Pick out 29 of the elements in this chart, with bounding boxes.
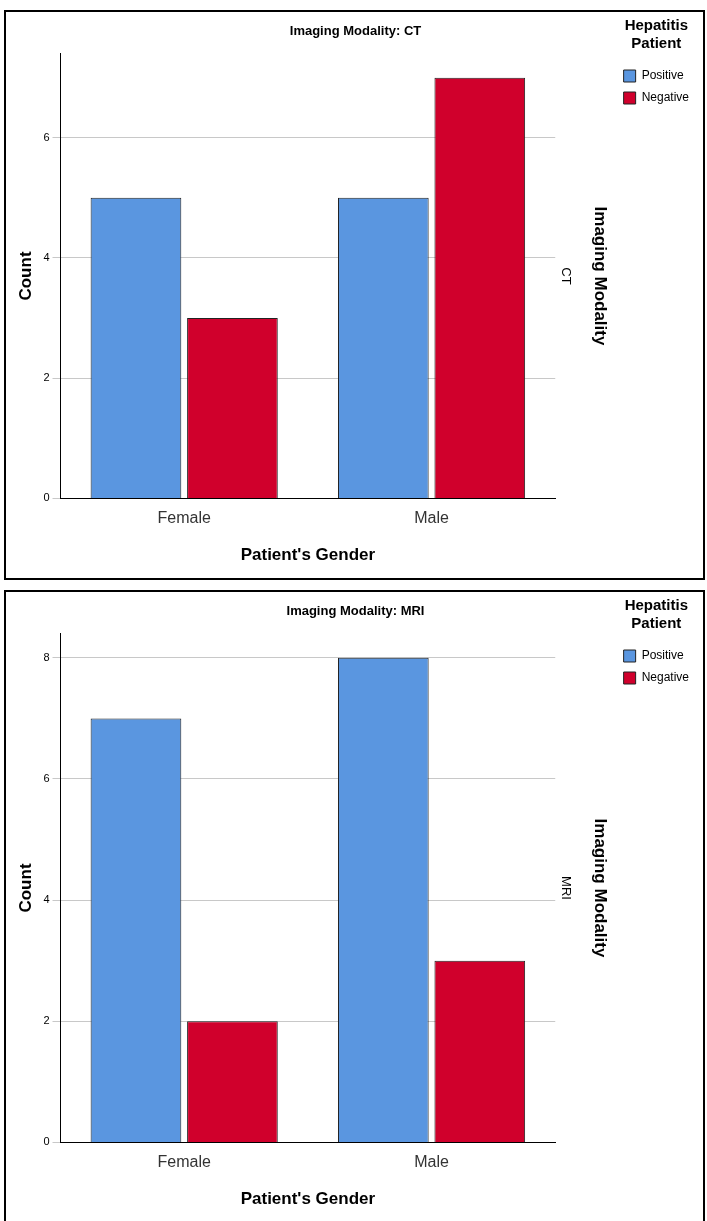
legend-label: Negative [641,90,690,105]
y-tick-label: 4 [43,251,50,263]
legend-label: Negative [641,670,690,685]
chart-title: Imaging Modality: MRI [286,603,425,619]
legend-title: Hepatitis Patient [624,15,688,51]
y-tick-label: 6 [43,130,50,143]
y-tick-label: 6 [43,772,50,784]
y-tick-label: 0 [43,1135,50,1148]
y-tick-label: 8 [43,650,50,663]
x-axis-title: Patient's Gender [240,545,376,565]
y2-axis-title: Imaging Modality [590,206,610,346]
x-tick-label: Female [157,1153,211,1171]
y-tick-label: 0 [43,491,50,504]
legend-title: Hepatitis Patient [624,595,688,631]
chart-title: Imaging Modality: CT [289,23,422,39]
y-tick-label: 2 [43,1014,50,1027]
text: CT [558,267,574,285]
x-tick-label: Male [414,509,449,527]
x-axis-title: Patient's Gender [240,1189,376,1209]
y2-axis-title: Imaging Modality [590,818,610,958]
text: MRI [558,876,574,900]
legend-label: Positive [641,648,684,663]
legend-label: Positive [641,68,684,83]
y-axis-title: Count [15,251,35,301]
y-tick-label: 4 [43,893,50,906]
x-tick-label: Female [157,509,211,527]
y-axis-title: Count [15,863,35,913]
x-tick-label: Male [414,1153,449,1171]
y-tick-label: 2 [43,371,50,384]
